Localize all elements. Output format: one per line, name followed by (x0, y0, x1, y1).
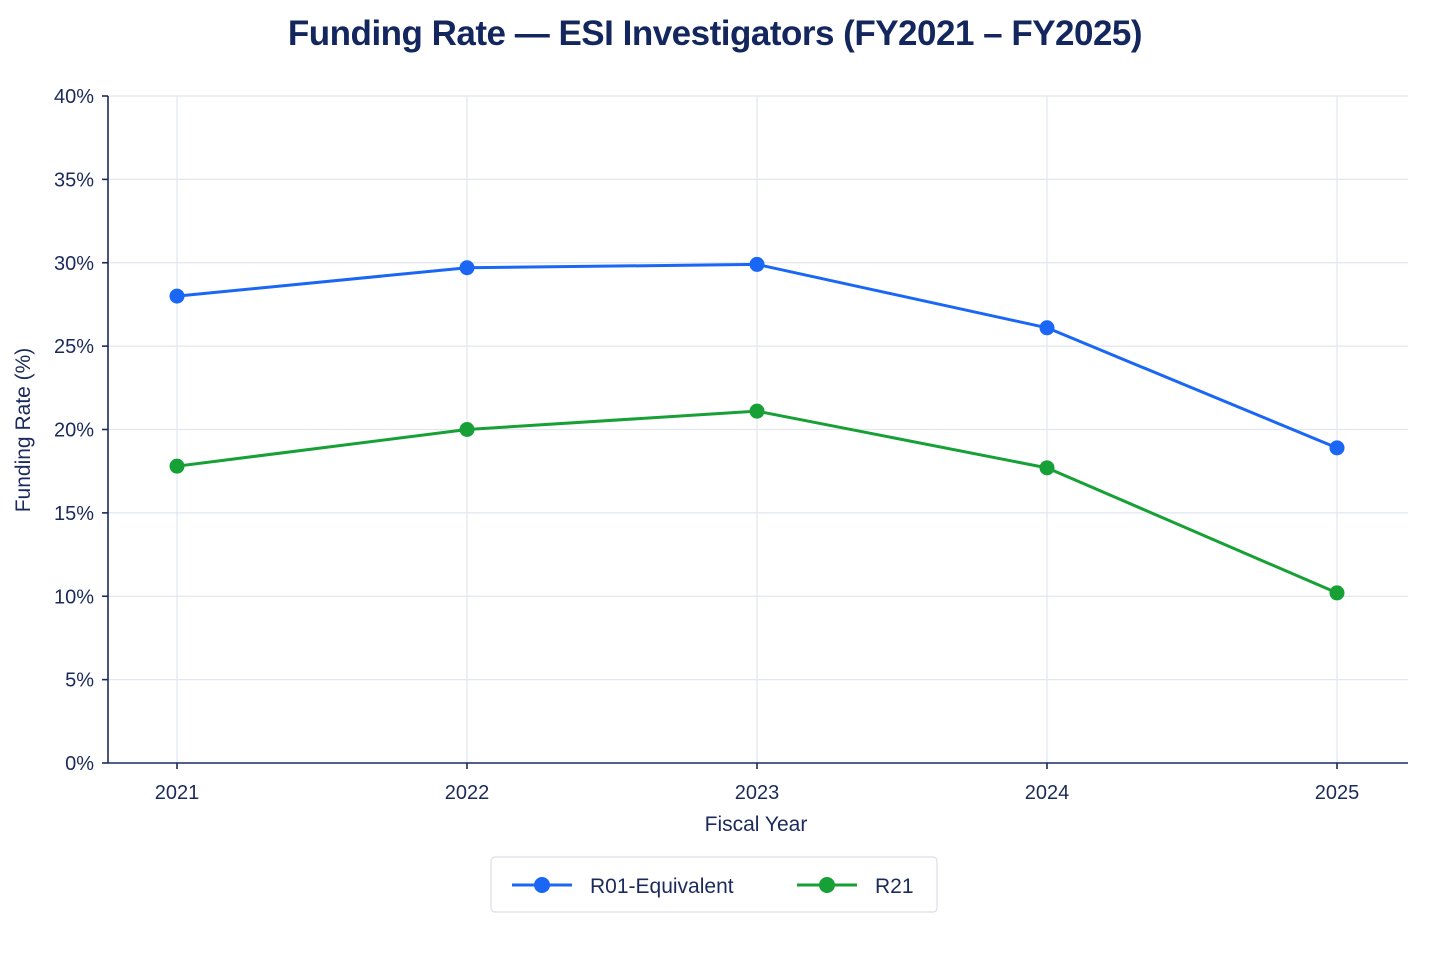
data-point-r21 (1329, 585, 1345, 601)
x-tick-label: 2023 (735, 782, 780, 804)
y-tick-label: 25% (54, 336, 94, 358)
legend-box (490, 856, 938, 913)
data-point-r01-equivalent (459, 260, 475, 276)
y-tick-label: 10% (54, 586, 94, 608)
legend-swatch-marker (819, 877, 835, 893)
legend-label: R21 (875, 875, 914, 898)
series-r21 (169, 403, 1345, 601)
grid (108, 95, 1408, 763)
y-tick-label: 30% (54, 253, 94, 275)
x-tick-label: 2025 (1315, 782, 1360, 804)
y-tick-label: 20% (54, 420, 94, 442)
series-r01-equivalent (169, 256, 1345, 456)
data-point-r01-equivalent (1039, 320, 1055, 336)
data-point-r01-equivalent (169, 288, 185, 304)
data-point-r21 (1039, 460, 1055, 476)
legend-item-r01-equivalent: R01-Equivalent (512, 875, 734, 898)
legend-swatch-marker (534, 877, 550, 893)
x-tick-label: 2021 (155, 782, 200, 804)
y-tick-label: 15% (54, 503, 94, 525)
legend-item-r21: R21 (797, 875, 914, 898)
x-axis-title: Fiscal Year (705, 813, 808, 836)
y-tick-label: 40% (54, 86, 94, 108)
x-tick-label: 2022 (445, 782, 490, 804)
series (169, 256, 1345, 601)
x-tick-label: 2024 (1025, 782, 1070, 804)
chart-title: Funding Rate — ESI Investigators (FY2021… (288, 14, 1142, 53)
data-point-r01-equivalent (749, 256, 765, 272)
y-tick-label: 0% (65, 753, 94, 775)
data-point-r21 (459, 422, 475, 437)
legend-label: R01-Equivalent (590, 875, 734, 898)
axes: 0% 5% 10% 15% 20% 25% 30% 35% 40% 2021 2022 2023 202… (54, 86, 1408, 804)
data-point-r01-equivalent (1329, 440, 1345, 456)
legend-items: R01-Equivalent R21 (512, 875, 914, 898)
legend: R01-Equivalent R21 (490, 856, 938, 913)
y-axis-title: Funding Rate (%) (12, 348, 35, 513)
y-tick-label: 35% (54, 169, 94, 191)
y-tick-label: 5% (65, 670, 94, 692)
data-point-r21 (749, 403, 765, 419)
data-point-r21 (169, 458, 185, 474)
